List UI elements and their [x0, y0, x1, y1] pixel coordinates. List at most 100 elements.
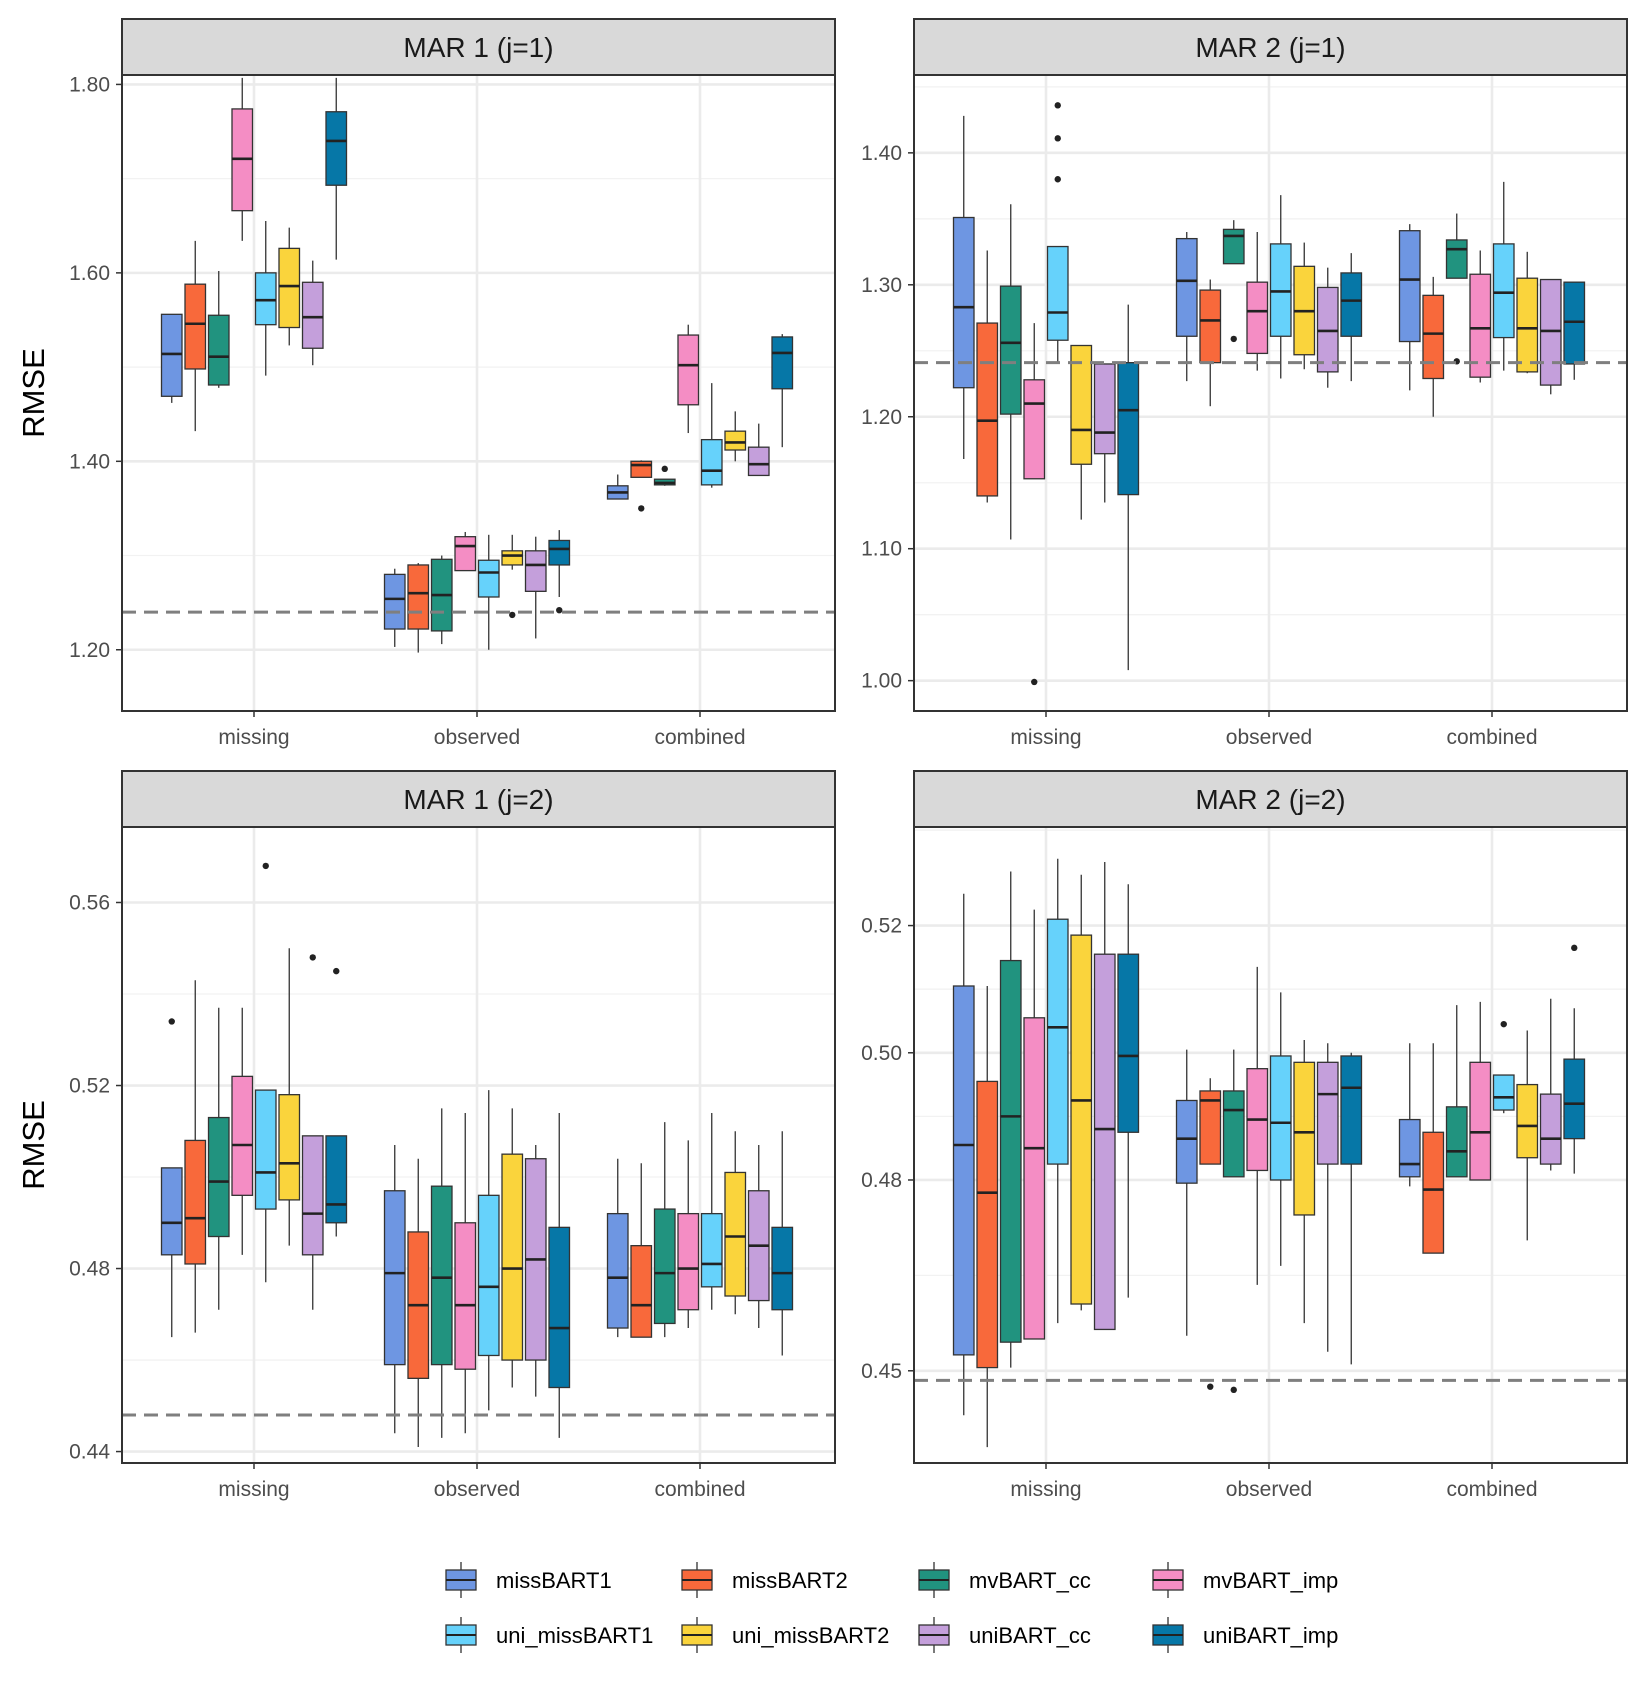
box-uni-missbart1 — [700, 383, 723, 488]
box-body — [524, 550, 547, 592]
box-unibart-imp — [1563, 944, 1586, 1174]
legend-item-unibart-cc: uniBART_cc — [918, 1617, 1091, 1653]
box-body — [278, 247, 301, 329]
box-mvbart-imp — [1023, 323, 1046, 686]
box-uni-missbart1 — [1492, 181, 1515, 371]
box-missbart2 — [630, 1163, 653, 1338]
box-uni-missbart2 — [1070, 344, 1093, 520]
y-tick-label: 0.48 — [69, 1258, 110, 1281]
box-uni-missbart2 — [1516, 251, 1539, 374]
box-unibart-imp — [548, 1112, 571, 1438]
y-tick-label: 1.80 — [69, 73, 110, 96]
box-uni-missbart2 — [1293, 1040, 1316, 1324]
box-mvbart-imp — [1246, 966, 1269, 1285]
y-tick-label: 0.52 — [69, 1075, 110, 1098]
box-body — [325, 111, 348, 186]
box-body — [430, 1185, 453, 1366]
y-tick-label: 0.44 — [69, 1441, 110, 1464]
y-tick-label: 1.40 — [69, 450, 110, 473]
box-body — [1070, 344, 1093, 465]
box-mvbart-imp — [677, 1140, 700, 1329]
outlier-point — [1230, 1386, 1237, 1394]
box-body — [301, 281, 324, 349]
box-body — [231, 1075, 254, 1196]
box-uni-missbart1 — [700, 1112, 723, 1310]
box-mvbart-cc — [1222, 1049, 1245, 1394]
y-tick-label: 1.40 — [861, 142, 902, 165]
box-body — [383, 1190, 406, 1366]
box-body — [1563, 1058, 1586, 1140]
y-tick-label: 1.10 — [861, 538, 902, 561]
box-mvbart-imp — [231, 1007, 254, 1255]
box-body — [454, 536, 477, 572]
outlier-point — [1500, 1020, 1507, 1028]
box-uni-missbart1 — [1046, 858, 1069, 1324]
box-body — [278, 1094, 301, 1201]
box-body — [1175, 237, 1198, 337]
x-tick-label: observed — [434, 726, 520, 749]
box-body — [630, 1245, 653, 1338]
box-unibart-imp — [325, 967, 348, 1237]
box-uni-missbart1 — [477, 534, 500, 650]
box-unibart-cc — [747, 423, 770, 477]
box-unibart-imp — [771, 1131, 794, 1356]
outlier-point — [638, 505, 645, 512]
box-uni-missbart1 — [1269, 992, 1292, 1266]
legend-item-uni-missbart2: uni_missBART2 — [681, 1617, 889, 1653]
legend: missBART1 missBART2 mvBART_cc mvBART_impuni… — [445, 1562, 1338, 1653]
box-body — [952, 216, 975, 389]
box-body — [1539, 278, 1562, 386]
box-mvbart-imp — [1469, 250, 1492, 383]
box-uni-missbart2 — [724, 1131, 747, 1315]
outlier-point — [1571, 944, 1578, 952]
x-tick-label: combined — [1446, 1478, 1537, 1501]
box-body — [976, 1080, 999, 1369]
box-missbart2 — [184, 980, 207, 1333]
box-body — [771, 336, 794, 390]
box-unibart-imp — [1117, 304, 1140, 671]
box-unibart-imp — [1340, 1052, 1363, 1365]
box-body — [1316, 1061, 1339, 1165]
box-body — [1492, 243, 1515, 339]
y-tick-label: 0.52 — [861, 915, 902, 938]
x-tick-label: combined — [1446, 726, 1537, 749]
box-body — [1398, 230, 1421, 343]
box-unibart-cc — [524, 536, 547, 639]
x-tick-label: observed — [1226, 726, 1312, 749]
outlier-point — [309, 954, 316, 961]
box-body — [630, 460, 653, 478]
box-body — [1023, 1017, 1046, 1340]
box-body — [1222, 1090, 1245, 1178]
box-body — [254, 272, 277, 326]
y-tick-label: 0.50 — [861, 1042, 902, 1065]
box-body — [1093, 363, 1116, 455]
box-missbart2 — [976, 986, 999, 1448]
box-unibart-cc — [1093, 861, 1116, 1331]
legend-label: mvBART_cc — [969, 1568, 1091, 1593]
box-body — [952, 985, 975, 1356]
outlier-point — [262, 862, 269, 870]
box-mvbart-cc — [1445, 213, 1468, 365]
box-missbart1 — [383, 1145, 406, 1434]
box-body — [653, 1208, 676, 1325]
legend-item-uni-missbart1: uni_missBART1 — [445, 1617, 653, 1653]
box-mvbart-imp — [677, 324, 700, 434]
outlier-point — [1054, 102, 1061, 109]
outlier-point — [1031, 678, 1038, 686]
box-body — [1398, 1118, 1421, 1178]
y-tick-label: 0.48 — [861, 1169, 902, 1192]
outlier-point — [1054, 176, 1061, 183]
box-uni-missbart2 — [1293, 242, 1316, 370]
box-body — [700, 438, 723, 486]
box-body — [407, 564, 430, 630]
panel-2: 0.44 0.48 0.52 0.56 missing observed combined M… — [69, 770, 836, 1501]
y-tick-label: 1.00 — [861, 670, 902, 693]
panel-title: MAR 2 (j=1) — [1195, 32, 1345, 63]
box-mvbart-imp — [454, 1112, 477, 1434]
box-body — [747, 446, 770, 477]
legend-item-unibart-imp: uniBART_imp — [1152, 1617, 1338, 1653]
box-body — [724, 430, 747, 451]
box-body — [1093, 953, 1116, 1331]
box-body — [771, 1226, 794, 1311]
outlier-point — [1230, 335, 1237, 343]
